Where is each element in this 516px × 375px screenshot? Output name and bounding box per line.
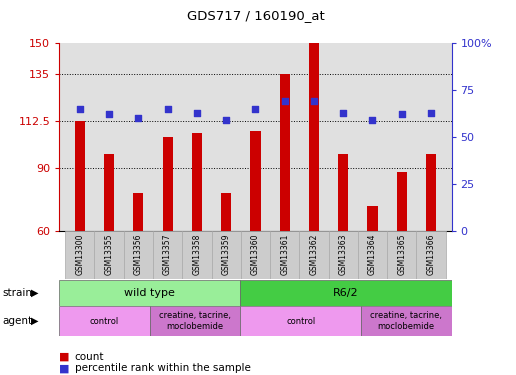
- Bar: [270, 231, 299, 279]
- Bar: [133, 193, 143, 231]
- Bar: [163, 137, 173, 231]
- Point: [368, 117, 377, 123]
- Text: GSM13365: GSM13365: [397, 234, 406, 275]
- Text: strain: strain: [3, 288, 33, 298]
- Text: GSM13300: GSM13300: [75, 234, 84, 275]
- Text: GSM13360: GSM13360: [251, 234, 260, 275]
- Bar: [192, 133, 202, 231]
- Bar: [426, 153, 436, 231]
- Text: control: control: [286, 316, 315, 326]
- Text: ■: ■: [59, 363, 70, 373]
- Bar: [240, 306, 361, 336]
- Bar: [212, 231, 241, 279]
- Point: [281, 98, 289, 104]
- Bar: [358, 231, 387, 279]
- Bar: [75, 121, 85, 231]
- Bar: [94, 231, 124, 279]
- Point: [222, 117, 230, 123]
- Text: GSM13355: GSM13355: [105, 234, 114, 275]
- Bar: [387, 231, 416, 279]
- Point: [76, 106, 84, 112]
- Point: [427, 110, 435, 116]
- Bar: [397, 172, 407, 231]
- Bar: [240, 280, 452, 306]
- Text: control: control: [90, 316, 119, 326]
- Bar: [221, 193, 231, 231]
- Point: [398, 111, 406, 117]
- Text: R6/2: R6/2: [333, 288, 359, 298]
- Bar: [367, 206, 378, 231]
- Text: percentile rank within the sample: percentile rank within the sample: [75, 363, 251, 373]
- Bar: [124, 231, 153, 279]
- Text: ▶: ▶: [31, 288, 39, 298]
- Text: GSM13357: GSM13357: [163, 234, 172, 275]
- Bar: [280, 74, 290, 231]
- Text: count: count: [75, 352, 104, 362]
- Text: ■: ■: [59, 352, 70, 362]
- Bar: [416, 231, 446, 279]
- Text: GSM13362: GSM13362: [310, 234, 318, 275]
- Text: agent: agent: [3, 316, 33, 326]
- Bar: [59, 306, 150, 336]
- Point: [193, 110, 201, 116]
- Text: GSM13356: GSM13356: [134, 234, 143, 275]
- Bar: [241, 231, 270, 279]
- Point: [339, 110, 347, 116]
- Bar: [59, 280, 240, 306]
- Text: GSM13363: GSM13363: [338, 234, 348, 275]
- Point: [105, 111, 113, 117]
- Bar: [250, 130, 261, 231]
- Bar: [361, 306, 452, 336]
- Text: creatine, tacrine,
moclobemide: creatine, tacrine, moclobemide: [159, 311, 231, 331]
- Point: [134, 115, 142, 121]
- Text: creatine, tacrine,
moclobemide: creatine, tacrine, moclobemide: [370, 311, 442, 331]
- Bar: [338, 153, 348, 231]
- Bar: [150, 306, 240, 336]
- Text: ▶: ▶: [31, 316, 39, 326]
- Bar: [329, 231, 358, 279]
- Bar: [104, 153, 114, 231]
- Text: GSM13366: GSM13366: [427, 234, 436, 275]
- Bar: [309, 43, 319, 231]
- Text: GSM13358: GSM13358: [192, 234, 201, 275]
- Text: GSM13359: GSM13359: [222, 234, 231, 275]
- Bar: [299, 231, 329, 279]
- Point: [310, 98, 318, 104]
- Text: GSM13364: GSM13364: [368, 234, 377, 275]
- Bar: [153, 231, 182, 279]
- Text: GDS717 / 160190_at: GDS717 / 160190_at: [187, 9, 324, 22]
- Bar: [65, 231, 94, 279]
- Point: [164, 106, 172, 112]
- Bar: [182, 231, 212, 279]
- Text: wild type: wild type: [124, 288, 175, 298]
- Text: GSM13361: GSM13361: [280, 234, 289, 275]
- Point: [251, 106, 260, 112]
